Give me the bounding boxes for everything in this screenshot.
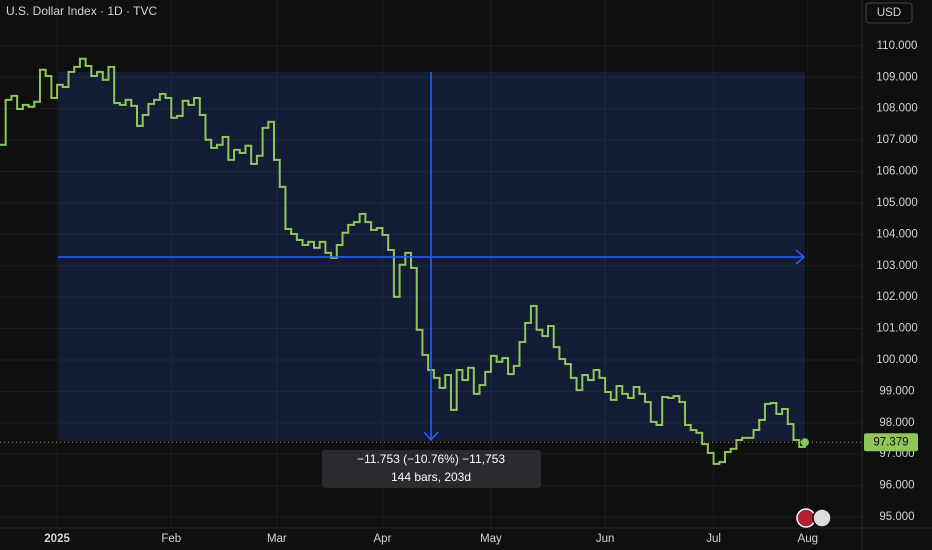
last-point: [800, 438, 809, 447]
y-tick-label: 107.000: [876, 134, 918, 146]
x-tick-label: Jul: [706, 533, 721, 545]
y-tick-label: 104.000: [876, 228, 918, 240]
y-tick-label: 95.000: [879, 511, 914, 523]
y-tick-label: 109.000: [876, 71, 918, 83]
axes: 95.00096.00097.00098.00099.000100.000101…: [44, 40, 918, 545]
y-tick-label: 103.000: [876, 260, 918, 272]
last-price-label: 97.379: [873, 436, 908, 448]
measure-arrow: [423, 431, 439, 442]
x-tick-label: Aug: [798, 533, 818, 545]
flag-icon: [812, 508, 832, 528]
currency-button[interactable]: [865, 2, 913, 24]
x-tick-label: 2025: [44, 533, 70, 545]
y-tick-label: 108.000: [876, 103, 918, 115]
x-tick-label: May: [480, 533, 502, 545]
measure-arrow: [795, 249, 806, 265]
y-tick-label: 99.000: [879, 385, 914, 397]
x-tick-label: Jun: [596, 533, 615, 545]
flags: [796, 508, 832, 528]
y-tick-label: 100.000: [876, 354, 918, 366]
y-tick-label: 110.000: [877, 40, 918, 52]
currency[interactable]: USD: [877, 7, 901, 19]
measure-span: 144 bars, 203d: [391, 470, 471, 484]
x-tick-label: Apr: [374, 533, 392, 545]
y-tick-label: 96.000: [879, 480, 914, 492]
last-price-tag: [864, 433, 918, 452]
y-tick-label: 105.000: [876, 197, 918, 209]
series: [0, 57, 862, 465]
y-tick-label: 101.000: [876, 323, 918, 335]
y-tick-label: 102.000: [876, 291, 918, 303]
x-tick-label: Feb: [161, 533, 181, 545]
measure-change: −11.753 (−10.76%) −11,753: [357, 452, 505, 466]
x-tick-label: Mar: [267, 533, 287, 545]
measure-box: [322, 450, 541, 488]
y-tick-label: 98.000: [879, 417, 914, 429]
y-tick-label: 106.000: [876, 166, 918, 178]
chart-title: U.S. Dollar Index · 1D · TVC: [6, 4, 157, 18]
